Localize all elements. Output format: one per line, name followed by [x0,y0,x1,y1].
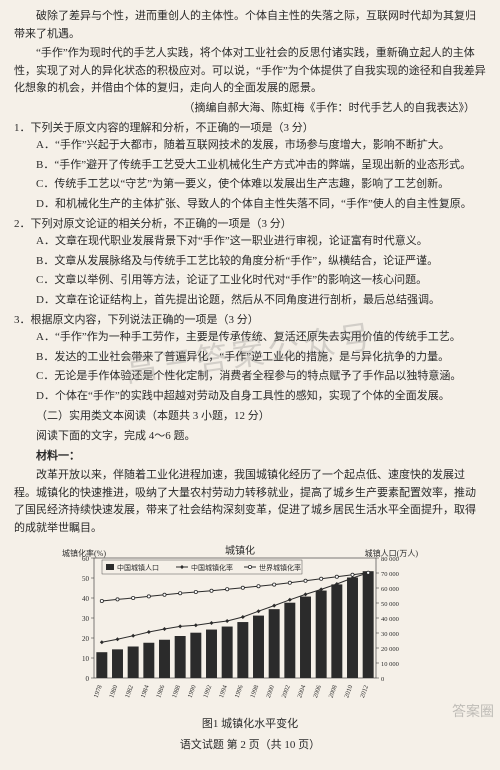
chart-svg: 城镇化城镇化率(%)城镇人口(万人)0102030405060010 00020… [60,544,420,714]
question-1: 1．下列关于原文内容的理解和分析，不正确的一项是（3 分） [14,120,486,138]
q3-option-c: C．无论是手作体验还是个性化定制，消费者全程参与的特点赋予了手作品以独特意涵。 [14,368,486,386]
citation: （摘编自郝大海、陈虹梅《手作：时代手艺人的自我表达》） [14,100,486,118]
paragraph: “手作”作为现时代的手艺人实践，将个体对工业社会的反思付诸实践，重新确立起人的主… [14,45,486,98]
question-3: 3．根据原文内容，下列说法正确的一项是（3 分） [14,312,486,330]
svg-text:1990: 1990 [187,684,198,699]
q1-option-d: D．和机械化生产的主体扩张、导致人的个体自主性失落不同，“手作”使人的自主性复原… [14,196,486,214]
svg-text:60 000: 60 000 [381,586,399,593]
svg-text:40 000: 40 000 [381,616,399,623]
svg-text:2006: 2006 [312,683,323,698]
svg-text:1992: 1992 [202,684,213,699]
svg-text:20 000: 20 000 [381,646,399,653]
svg-text:2000: 2000 [265,684,276,699]
q2-option-a: A．文章在现代职业发展背景下对“手作”这一职业进行审视，论证富有时代意义。 [14,233,486,251]
svg-text:2010: 2010 [343,684,354,699]
svg-text:10 000: 10 000 [381,661,399,668]
q3-option-b: B．发达的工业社会带来了普遍异化，“手作”逆工业化的措施，是与异化抗争的力量。 [14,349,486,367]
svg-text:70 000: 70 000 [381,571,399,578]
corner-watermark: 答案圈 [452,702,494,724]
svg-text:0: 0 [86,675,90,683]
section-instruction: 阅读下面的文字，完成 4～6 题。 [14,428,486,446]
q1-option-b: B．“手作”避开了传统手工艺受大工业机械化生产方式冲击的弊端，呈现出新的业态形式… [14,157,486,175]
svg-text:城镇化: 城镇化 [225,544,255,557]
svg-text:10: 10 [82,655,90,663]
svg-text:1982: 1982 [124,684,135,699]
page-footer: 语文试题 第 2 页（共 10 页） [14,737,486,755]
svg-text:1998: 1998 [249,684,260,699]
question-2: 2．下列对原文论证的相关分析，不正确的一项是（3 分） [14,216,486,234]
svg-text:50: 50 [82,575,90,583]
urbanization-chart: 城镇化城镇化率(%)城镇人口(万人)0102030405060010 00020… [60,544,440,734]
svg-text:1978: 1978 [93,684,104,699]
q2-option-d: D．文章在论证结构上，首先提出论题，然后从不同角度进行剖析，最后总结强调。 [14,292,486,310]
svg-text:1994: 1994 [218,683,229,698]
paragraph: 破除了差异与个性，进而重创人的主体性。个体自主性的失落之际，互联网时代却为其复归… [14,8,486,43]
svg-text:1988: 1988 [171,684,182,699]
material-body: 改革开放以来，伴随着工业化进程加速，我国城镇化经历了一个起点低、速度快的发展过程… [14,467,486,537]
section-heading: （二）实用类文本阅读（本题共 3 小题，12 分） [14,408,486,426]
q2-option-b: B．文章从发展脉络及与传统手工艺比较的角度分析“手作”，纵横结合，论证严谨。 [14,253,486,271]
chart-caption: 图1 城镇化水平变化 [60,716,440,734]
svg-text:20: 20 [82,635,90,643]
svg-text:2002: 2002 [281,684,292,699]
svg-text:1986: 1986 [155,683,166,698]
svg-text:60: 60 [82,555,90,563]
svg-text:0: 0 [381,676,384,683]
svg-text:1984: 1984 [140,683,151,698]
svg-text:2004: 2004 [296,683,307,698]
svg-text:1996: 1996 [234,683,245,698]
q1-option-c: C．传统手工艺以“守艺”为第一要义，使个体难以发展出生产志趣，影响了工艺创新。 [14,176,486,194]
q3-option-a: A．“手作”作为一种手工劳作，主要是传承传统、复活还原失去实用价值的传统手工艺。 [14,329,486,347]
svg-text:中国城镇人口: 中国城镇人口 [117,563,159,572]
svg-text:50 000: 50 000 [381,601,399,608]
svg-text:世界城镇化率: 世界城镇化率 [259,563,301,572]
svg-text:40: 40 [82,595,90,603]
q1-option-a: A．“手作”兴起于大都市，随着互联网技术的发展，市场参与度增大，影响不断扩大。 [14,137,486,155]
svg-text:30 000: 30 000 [381,631,399,638]
svg-text:1980: 1980 [108,684,119,699]
svg-text:2012: 2012 [359,684,370,699]
q3-option-d: D．个体在“手作”的实践中超越对劳动及自身工具性的感知，实现了个体的全面发展。 [14,388,486,406]
material-label: 材料一： [14,448,486,466]
svg-text:中国城镇化率: 中国城镇化率 [191,563,233,572]
svg-text:30: 30 [82,615,90,623]
svg-text:80 000: 80 000 [381,556,399,563]
q2-option-c: C．文章以举例、引用等方法，论证了工业化时代对“手作”的影响这一核心问题。 [14,272,486,290]
svg-text:2008: 2008 [328,684,339,699]
